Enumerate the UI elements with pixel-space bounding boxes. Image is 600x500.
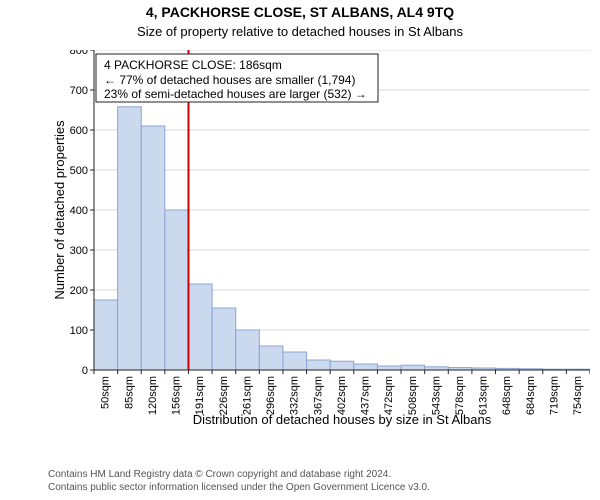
histogram-bar: [188, 284, 212, 370]
histogram-bar: [354, 364, 378, 370]
y-tick-label: 100: [70, 325, 88, 337]
histogram-plot: 0 100 200 300 400 500 600 700 800 50sqm 85sqm 120sq…: [50, 50, 590, 430]
annotation-line-3: 23% of semi-detached houses are larger (…: [104, 87, 367, 101]
annotation-line-1: 4 PACKHORSE CLOSE: 186sqm: [104, 58, 282, 72]
y-tick-label: 300: [70, 245, 88, 257]
y-tick-label: 400: [70, 205, 88, 217]
attribution-footer: Contains HM Land Registry data © Crown c…: [48, 469, 430, 494]
x-tick-label: 332sqm: [289, 376, 301, 415]
histogram-bar: [259, 346, 283, 370]
y-tick-label: 800: [70, 50, 88, 57]
histogram-bar: [401, 365, 425, 370]
x-tick-label: 543sqm: [430, 376, 442, 415]
x-tick-label: 261sqm: [241, 376, 253, 415]
histogram-bar: [307, 360, 331, 370]
histogram-bar: [165, 210, 189, 370]
subtitle: Size of property relative to detached ho…: [0, 24, 600, 39]
x-tick-label: 578sqm: [454, 376, 466, 415]
x-tick-label: 437sqm: [360, 376, 372, 415]
annotation-line-2: ← 77% of detached houses are smaller (1,…: [104, 73, 355, 87]
x-tick-label: 156sqm: [171, 376, 183, 415]
x-axis-label: Distribution of detached houses by size …: [193, 412, 492, 427]
histogram-bar: [212, 308, 236, 370]
y-tick-label: 200: [70, 285, 88, 297]
histogram-bar: [377, 366, 401, 370]
histogram-bar: [141, 126, 165, 370]
y-tick-label: 600: [70, 125, 88, 137]
x-tick-label: 648sqm: [501, 376, 513, 415]
histogram-bar: [94, 300, 118, 370]
footer-line-1: Contains HM Land Registry data © Crown c…: [48, 469, 430, 482]
histogram-bar: [283, 352, 307, 370]
x-tick-label: 472sqm: [383, 376, 395, 415]
footer-line-2: Contains public sector information licen…: [48, 482, 430, 495]
x-tick-label: 296sqm: [265, 376, 277, 415]
x-tick-label: 191sqm: [194, 376, 206, 415]
x-tick-label: 50sqm: [100, 376, 112, 409]
x-tick-label: 402sqm: [336, 376, 348, 415]
address-title: 4, PACKHORSE CLOSE, ST ALBANS, AL4 9TQ: [0, 4, 600, 20]
histogram-bar: [330, 361, 354, 370]
y-tick-label: 0: [82, 365, 88, 377]
y-tick-label: 500: [70, 165, 88, 177]
x-tick-label: 754sqm: [572, 376, 584, 415]
chart-container: 4, PACKHORSE CLOSE, ST ALBANS, AL4 9TQ S…: [0, 0, 600, 500]
x-tick-label: 508sqm: [407, 376, 419, 415]
histogram-bar: [236, 330, 260, 370]
x-tick-label: 226sqm: [218, 376, 230, 415]
y-tick-label: 700: [70, 85, 88, 97]
x-tick-label: 367sqm: [312, 376, 324, 415]
x-tick-label: 613sqm: [478, 376, 490, 415]
x-tick-label: 120sqm: [147, 376, 159, 415]
y-axis-label: Number of detached properties: [52, 120, 67, 300]
x-tick-label: 684sqm: [525, 376, 537, 415]
histogram-bar: [118, 107, 142, 370]
x-tick-label: 719sqm: [548, 376, 560, 415]
x-tick-label: 85sqm: [123, 376, 135, 409]
